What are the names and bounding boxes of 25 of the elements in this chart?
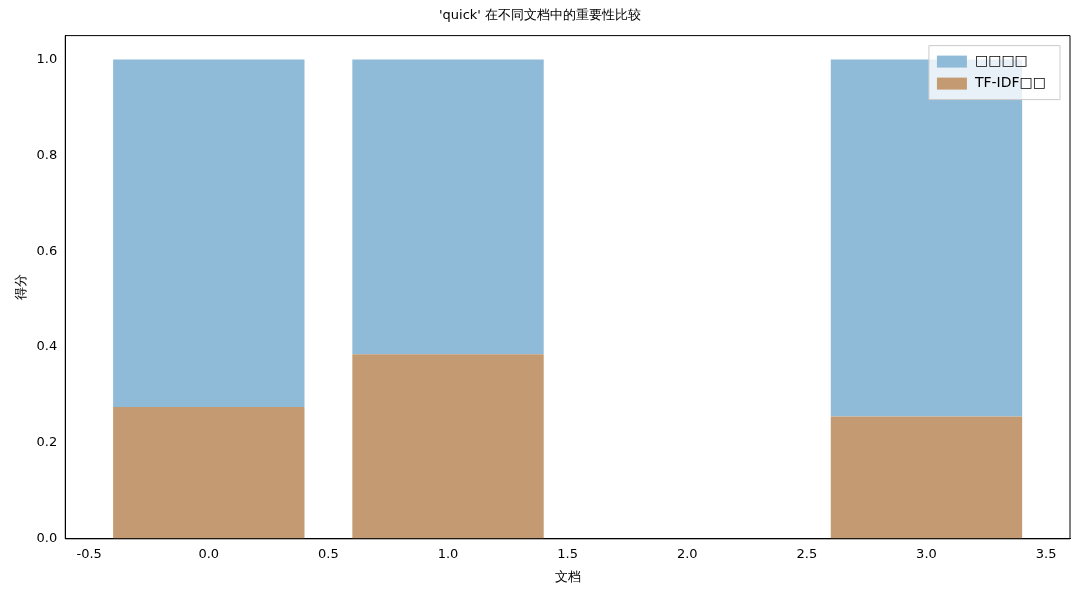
x-tick-label: 2.0 [676,545,698,561]
legend-label: TF-IDF□□ [973,74,1046,91]
bar [352,354,544,539]
x-tick-label: 0.5 [318,545,339,561]
bar [352,59,544,355]
x-tick-label: -0.5 [76,545,102,561]
y-tick-label: 0.6 [36,242,58,258]
chart-title: 'quick' 在不同文档中的重要性比较 [438,7,642,23]
x-tick-label: 2.5 [796,545,818,561]
x-tick-label: 0.0 [198,545,220,561]
x-axis-title: 文档 [554,568,581,584]
bar [113,59,305,408]
x-tick-label: 3.0 [916,545,937,561]
x-tick-label: 3.5 [1035,545,1057,561]
y-tick-label: 0.4 [36,338,58,354]
y-tick-label: 0.2 [36,434,58,450]
y-tick-label: 0.0 [36,530,58,546]
bar [830,416,1023,539]
legend-label: □□□□ [974,52,1028,69]
y-tick-label: 0.8 [36,146,58,162]
y-axis-title: 得分 [13,274,29,301]
x-tick-label: 1.0 [437,545,459,561]
bar [113,407,305,539]
x-tick-label: 1.5 [557,545,578,561]
y-tick-label: 1.0 [36,50,58,66]
